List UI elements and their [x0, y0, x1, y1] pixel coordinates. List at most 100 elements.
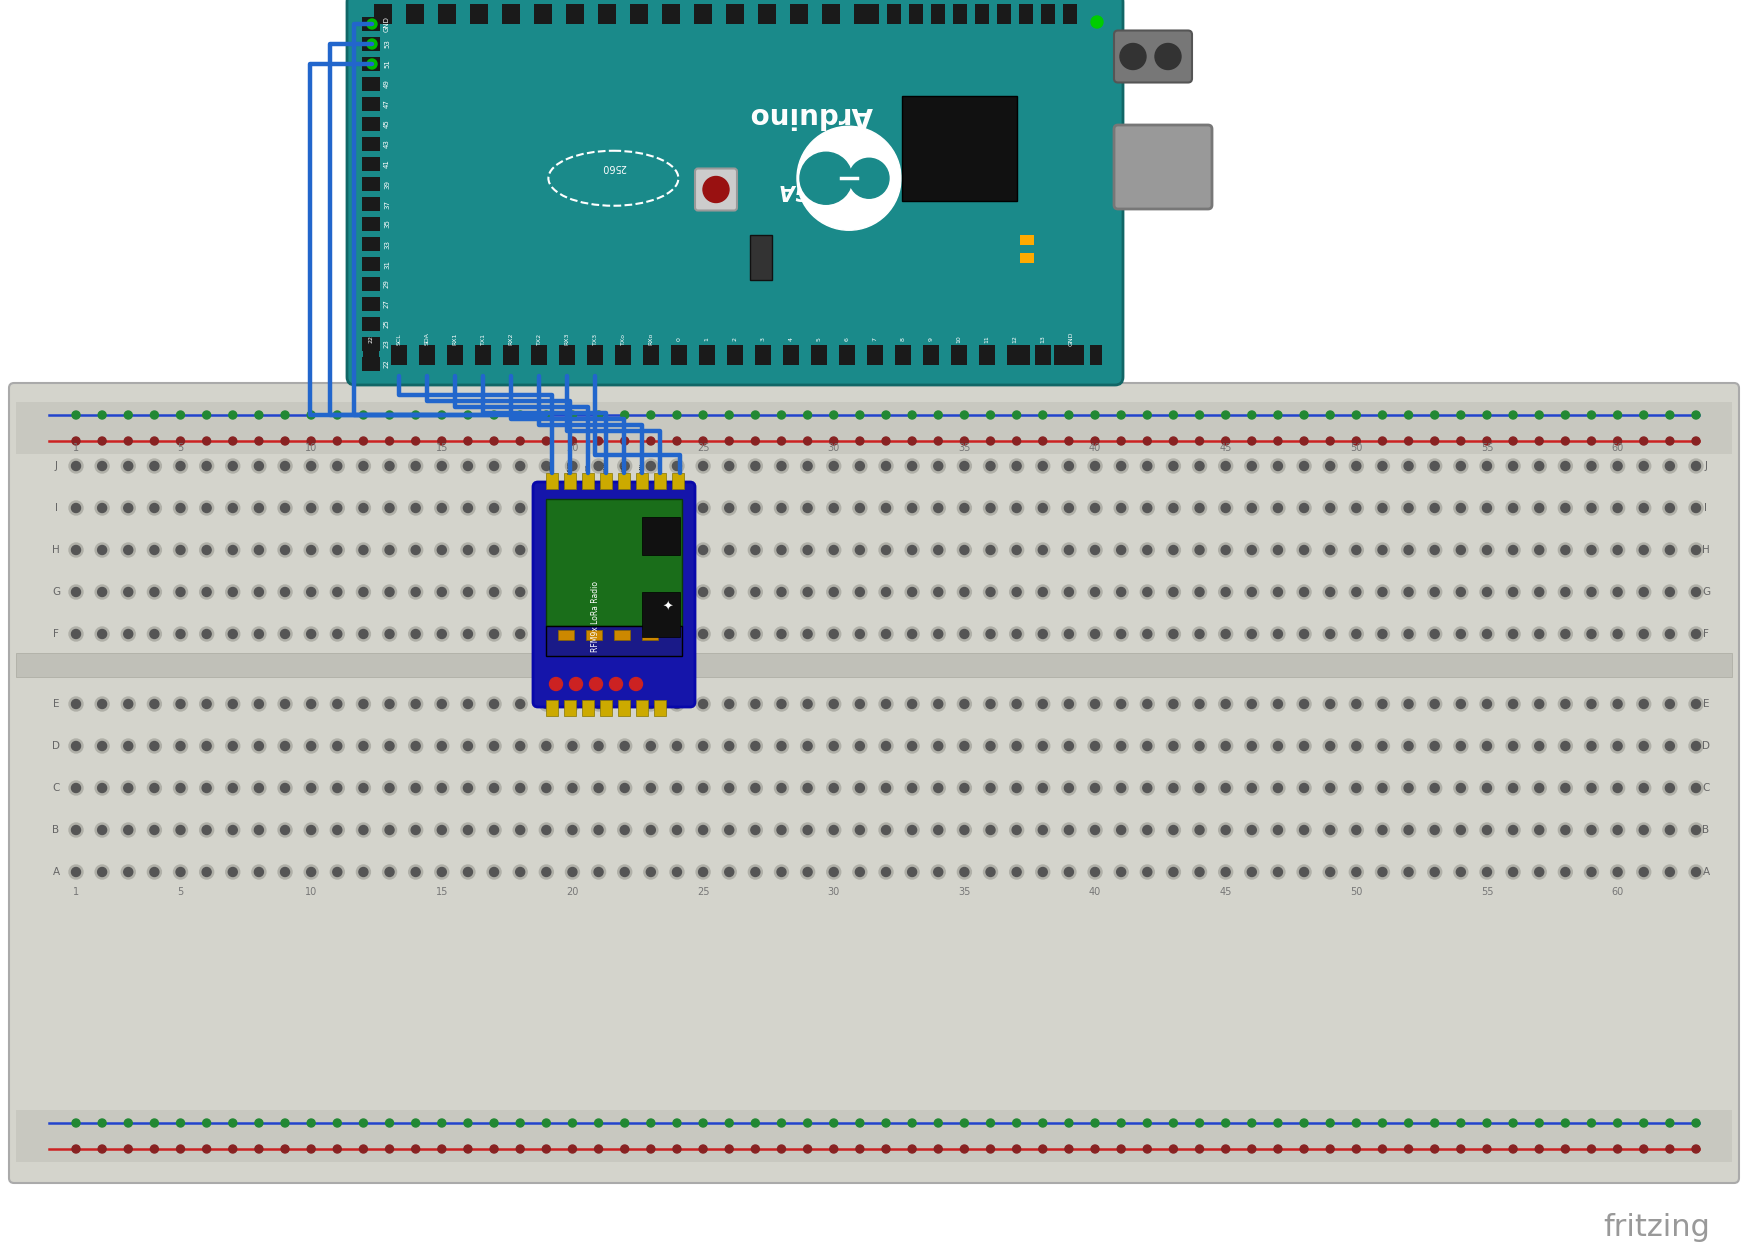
- Circle shape: [1062, 823, 1076, 837]
- Circle shape: [95, 696, 109, 711]
- Circle shape: [644, 696, 658, 711]
- Circle shape: [646, 630, 655, 639]
- Circle shape: [277, 696, 291, 711]
- Circle shape: [565, 627, 579, 641]
- Circle shape: [958, 739, 971, 753]
- Circle shape: [254, 546, 263, 554]
- Circle shape: [539, 459, 553, 473]
- Circle shape: [1248, 437, 1257, 445]
- Circle shape: [147, 459, 161, 473]
- Circle shape: [704, 176, 728, 202]
- Circle shape: [620, 867, 630, 876]
- Circle shape: [1562, 437, 1569, 445]
- Circle shape: [1688, 696, 1702, 711]
- Circle shape: [333, 411, 340, 419]
- Circle shape: [670, 781, 684, 794]
- Circle shape: [672, 867, 681, 876]
- Circle shape: [855, 867, 865, 876]
- Circle shape: [1457, 504, 1465, 513]
- Circle shape: [490, 742, 498, 750]
- Text: B: B: [1702, 825, 1709, 835]
- Circle shape: [1558, 627, 1572, 641]
- Circle shape: [1558, 865, 1572, 879]
- Circle shape: [490, 826, 498, 835]
- Circle shape: [1457, 783, 1465, 792]
- Circle shape: [1483, 699, 1492, 709]
- Circle shape: [804, 1145, 811, 1153]
- Circle shape: [200, 627, 214, 641]
- Circle shape: [698, 867, 707, 876]
- Circle shape: [1218, 739, 1232, 753]
- Circle shape: [618, 627, 632, 641]
- Circle shape: [1378, 826, 1386, 835]
- Circle shape: [1218, 865, 1232, 879]
- Circle shape: [1430, 587, 1439, 597]
- Circle shape: [800, 543, 814, 557]
- Circle shape: [1611, 781, 1625, 794]
- Circle shape: [95, 865, 109, 879]
- Circle shape: [879, 502, 893, 515]
- Circle shape: [1457, 742, 1465, 750]
- Circle shape: [1611, 459, 1625, 473]
- Bar: [618, 473, 630, 489]
- Circle shape: [463, 867, 472, 876]
- Circle shape: [1402, 739, 1416, 753]
- Circle shape: [488, 865, 502, 879]
- Circle shape: [1350, 585, 1364, 600]
- Text: 5: 5: [177, 442, 184, 453]
- Circle shape: [411, 546, 419, 554]
- Circle shape: [1218, 543, 1232, 557]
- Bar: [953, 4, 967, 24]
- Circle shape: [1013, 630, 1021, 639]
- Circle shape: [751, 1119, 760, 1128]
- Circle shape: [1167, 585, 1181, 600]
- Circle shape: [1639, 546, 1648, 554]
- Bar: [672, 473, 684, 489]
- Circle shape: [1558, 696, 1572, 711]
- Circle shape: [226, 543, 240, 557]
- Circle shape: [1039, 826, 1048, 835]
- Circle shape: [512, 502, 526, 515]
- Circle shape: [281, 630, 290, 639]
- Circle shape: [281, 504, 290, 513]
- Circle shape: [1062, 502, 1076, 515]
- Circle shape: [879, 865, 893, 879]
- Circle shape: [1297, 459, 1311, 473]
- Circle shape: [1665, 437, 1674, 445]
- Bar: [439, 4, 456, 24]
- Bar: [362, 277, 381, 292]
- Circle shape: [751, 587, 760, 597]
- Circle shape: [1585, 502, 1599, 515]
- Circle shape: [1351, 783, 1360, 792]
- Circle shape: [1088, 823, 1102, 837]
- Circle shape: [68, 627, 82, 641]
- Circle shape: [516, 546, 525, 554]
- Circle shape: [804, 546, 813, 554]
- Circle shape: [1378, 411, 1386, 419]
- Text: J: J: [1704, 461, 1708, 471]
- Bar: [546, 473, 558, 489]
- Circle shape: [1167, 627, 1181, 641]
- Circle shape: [881, 742, 890, 750]
- Text: 27: 27: [384, 299, 390, 308]
- Circle shape: [367, 19, 377, 29]
- Circle shape: [147, 696, 161, 711]
- Circle shape: [1430, 437, 1439, 445]
- Circle shape: [72, 826, 81, 835]
- Circle shape: [1404, 826, 1413, 835]
- Circle shape: [254, 411, 263, 419]
- Circle shape: [698, 1145, 707, 1153]
- Circle shape: [879, 823, 893, 837]
- Circle shape: [1430, 783, 1439, 792]
- Circle shape: [202, 867, 211, 876]
- Circle shape: [1169, 461, 1178, 470]
- Circle shape: [1404, 867, 1413, 876]
- Circle shape: [200, 739, 214, 753]
- Circle shape: [226, 696, 240, 711]
- Text: 30: 30: [828, 887, 841, 897]
- Bar: [630, 4, 648, 24]
- Circle shape: [853, 781, 867, 794]
- Circle shape: [95, 627, 109, 641]
- Circle shape: [1453, 823, 1467, 837]
- Circle shape: [151, 411, 158, 419]
